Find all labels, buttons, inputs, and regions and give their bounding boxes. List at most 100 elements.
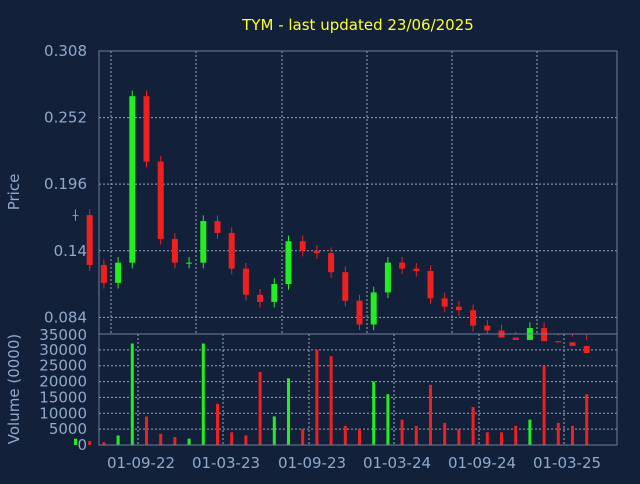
price-candle [285, 241, 292, 285]
price-candle [569, 342, 576, 346]
volume-axis-label: Volume (0000) [5, 334, 23, 444]
price-series [72, 90, 590, 354]
price-candle [100, 265, 107, 283]
volume-tick-label: 30000 [39, 341, 87, 359]
price-candle [129, 96, 136, 263]
price-candle [214, 221, 221, 233]
volume-tick-label: 0 [77, 436, 87, 454]
price-candle [470, 310, 477, 326]
price-candle [157, 161, 164, 239]
volume-bar [358, 429, 361, 445]
volume-bar [372, 381, 376, 445]
price-candle [583, 345, 590, 354]
volume-tick-label: 25000 [39, 357, 87, 375]
price-axis-label: Price [5, 174, 23, 211]
volume-bar [88, 441, 92, 445]
volume-tick-label: 35000 [39, 326, 87, 344]
price-tick-label: 0.084 [44, 308, 87, 326]
chart-title: TYM - last updated 23/06/2025 [241, 16, 474, 34]
x-tick-label: 01-09-22 [107, 454, 175, 472]
volume-bar [329, 356, 333, 445]
price-candle [86, 215, 93, 266]
price-candle [115, 262, 122, 283]
x-tick-label: 01-09-23 [278, 454, 346, 472]
price-candle [299, 241, 306, 251]
volume-tick-label: 10000 [39, 404, 87, 422]
price-candle [257, 294, 264, 302]
volume-bar [272, 416, 276, 445]
x-tick-label: 01-09-24 [448, 454, 516, 472]
price-plot-frame [98, 50, 618, 335]
price-candle [228, 232, 235, 269]
x-tick-label: 01-03-25 [533, 454, 601, 472]
x-tick-label: 01-03-23 [192, 454, 260, 472]
price-tick-label: 0.14 [54, 242, 87, 260]
volume-bar [145, 416, 148, 445]
volume-bar [230, 432, 234, 445]
price-candle [512, 337, 519, 340]
volume-bar [201, 343, 205, 445]
price-tick-label: 0.196 [44, 175, 87, 193]
volume-bar [386, 394, 390, 445]
price-candle [271, 284, 278, 302]
volume-bar [571, 425, 574, 445]
price-candle [342, 272, 349, 301]
volume-bar [500, 432, 503, 445]
price-candle [555, 341, 562, 343]
volume-bar [102, 442, 106, 445]
volume-bar [287, 378, 290, 445]
price-grid [99, 51, 617, 334]
price-tick-label: 0.252 [44, 109, 87, 127]
volume-tick-label: 20000 [39, 373, 87, 391]
volume-bar [187, 438, 191, 445]
volume-bar [116, 435, 120, 445]
volume-bar [471, 406, 475, 445]
x-tick-label: 01-03-24 [363, 454, 431, 472]
volume-bar [244, 435, 248, 445]
price-candle [328, 253, 335, 273]
volume-bar [528, 419, 532, 445]
volume-bar [258, 372, 262, 445]
volume-bar [429, 384, 432, 445]
volume-tick-label: 15000 [39, 388, 87, 406]
volume-series [74, 343, 589, 445]
price-candle [441, 298, 448, 307]
volume-bar [130, 343, 134, 445]
price-candle [455, 306, 462, 311]
volume-bar [556, 422, 560, 445]
price-candle [186, 262, 193, 264]
price-candle [171, 238, 178, 263]
price-candle [72, 215, 79, 217]
volume-bar [74, 438, 77, 445]
volume-bar [485, 432, 489, 445]
price-candle [313, 250, 320, 254]
volume-bar [301, 429, 305, 445]
volume-bar [542, 365, 546, 445]
volume-plot-frame [98, 333, 618, 446]
price-candle [541, 328, 548, 342]
volume-bar [443, 422, 447, 445]
volume-bar [315, 349, 319, 445]
volume-bar [216, 403, 219, 445]
price-candle [200, 221, 207, 263]
volume-bar [343, 425, 347, 445]
price-tick-label: 0.308 [44, 42, 87, 60]
volume-grid [99, 334, 617, 445]
price-candle [370, 292, 377, 325]
price-candle [413, 268, 420, 271]
volume-bar [457, 429, 461, 445]
price-candle [484, 325, 491, 331]
volume-bar [514, 425, 518, 445]
price-candle [143, 96, 150, 162]
price-candle [356, 300, 363, 325]
volume-bar [400, 419, 404, 445]
volume-bar [585, 394, 589, 445]
volume-bar [414, 425, 418, 445]
price-candle [242, 268, 249, 295]
volume-tick-label: 5000 [49, 420, 87, 438]
volume-bar [159, 433, 163, 445]
axes: 0.3080.2520.1960.140.0843000025000200001… [39, 42, 618, 472]
price-candle [399, 262, 406, 269]
